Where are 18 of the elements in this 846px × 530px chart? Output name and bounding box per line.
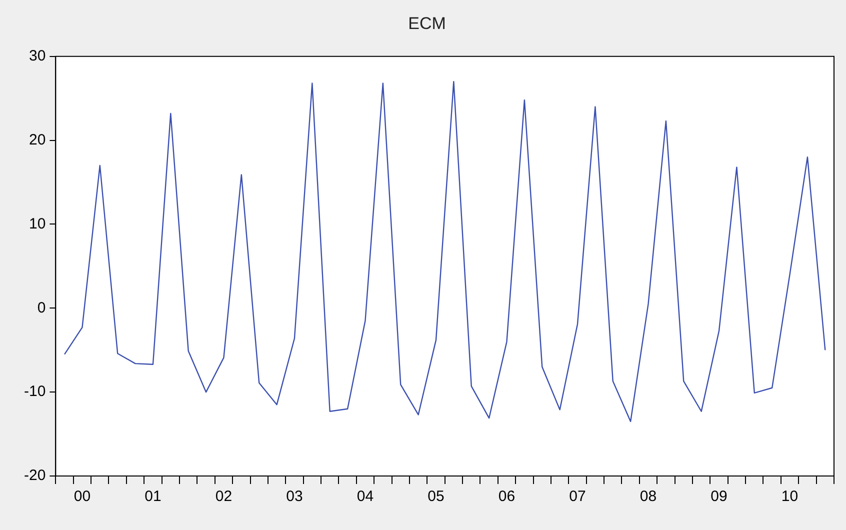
y-tick-label: -20 [24, 467, 46, 484]
y-tick-label: 0 [37, 299, 46, 316]
y-tick-label: 30 [28, 48, 46, 65]
x-tick-label: 01 [144, 488, 162, 506]
y-tick-label: 20 [28, 131, 46, 148]
x-tick-label: 04 [356, 488, 374, 506]
x-tick-label: 00 [74, 488, 91, 506]
x-tick-label: 09 [710, 488, 728, 506]
x-tick-label: 07 [569, 488, 586, 506]
x-tick-label: 06 [498, 488, 516, 506]
x-tick-label: 05 [428, 488, 444, 506]
y-tick-label: 10 [28, 215, 46, 232]
chart-title: ECM [408, 14, 446, 33]
x-tick-label: 02 [215, 488, 232, 506]
x-tick-label: 10 [781, 488, 798, 506]
x-tick-label: 03 [286, 488, 303, 506]
x-tick-label: 08 [640, 488, 657, 506]
y-tick-label: -10 [24, 383, 46, 400]
